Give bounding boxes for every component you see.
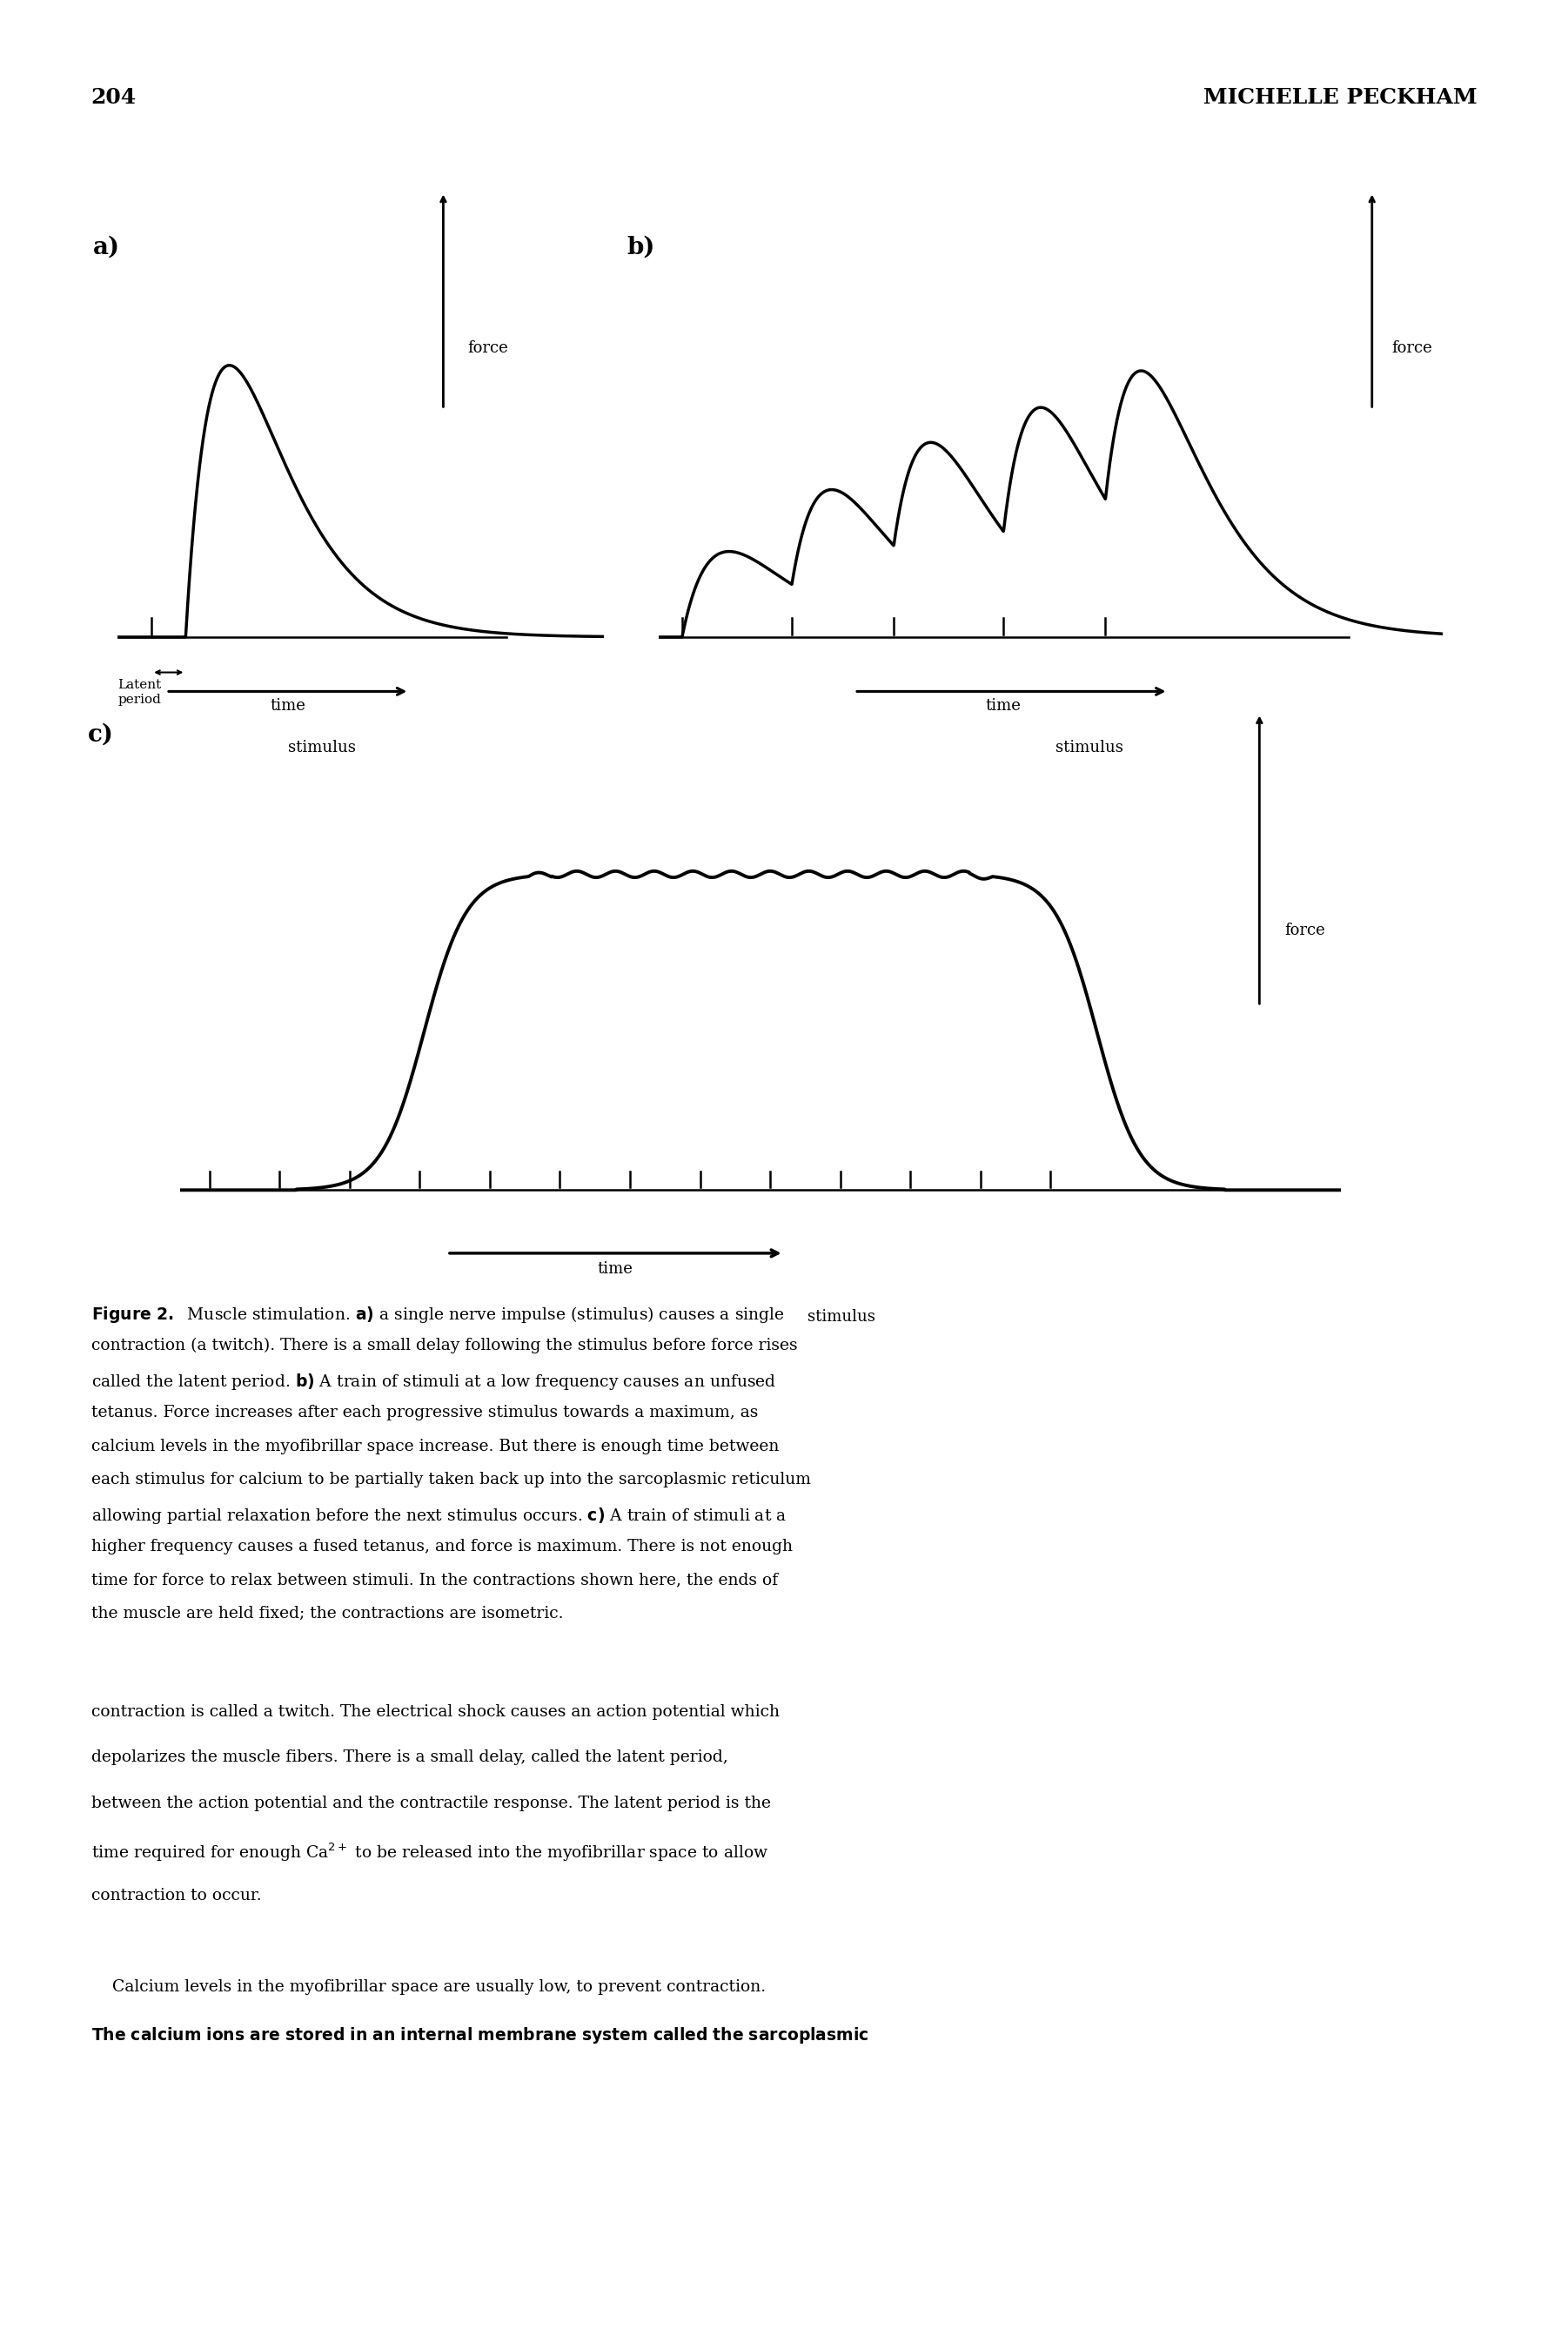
Text: stimulus: stimulus [808,1309,875,1325]
Text: contraction to occur.: contraction to occur. [91,1887,262,1904]
Text: force: force [467,341,508,357]
Text: higher frequency causes a fused tetanus, and force is maximum. There is not enou: higher frequency causes a fused tetanus,… [91,1539,792,1553]
Text: 204: 204 [91,87,136,108]
Text: contraction (a twitch). There is a small delay following the stimulus before for: contraction (a twitch). There is a small… [91,1337,797,1354]
Text: a): a) [94,235,121,258]
Text: time required for enough Ca$^{2+}$ to be released into the myofibrillar space to: time required for enough Ca$^{2+}$ to be… [91,1842,768,1864]
Text: time for force to relax between stimuli. In the contractions shown here, the end: time for force to relax between stimuli.… [91,1572,778,1589]
Text: MICHELLE PECKHAM: MICHELLE PECKHAM [1203,87,1477,108]
Text: time: time [597,1262,633,1276]
Text: Latent
period: Latent period [118,679,162,705]
Text: depolarizes the muscle fibers. There is a small delay, called the latent period,: depolarizes the muscle fibers. There is … [91,1751,728,1765]
Text: the muscle are held fixed; the contractions are isometric.: the muscle are held fixed; the contracti… [91,1605,563,1621]
Text: stimulus: stimulus [289,740,356,754]
Text: time: time [270,698,306,714]
Text: allowing partial relaxation before the next stimulus occurs. $\mathbf{c)}$ A tra: allowing partial relaxation before the n… [91,1506,786,1525]
Text: force: force [1392,341,1432,357]
Text: force: force [1284,924,1325,938]
Text: calcium levels in the myofibrillar space increase. But there is enough time betw: calcium levels in the myofibrillar space… [91,1438,779,1455]
Text: $\mathbf{The\ calcium\ ions\ are\ stored\ in\ an\ internal\ membrane\ system\ ca: $\mathbf{The\ calcium\ ions\ are\ stored… [91,2026,869,2044]
Text: each stimulus for calcium to be partially taken back up into the sarcoplasmic re: each stimulus for calcium to be partiall… [91,1471,811,1488]
Text: Calcium levels in the myofibrillar space are usually low, to prevent contraction: Calcium levels in the myofibrillar space… [91,1979,765,1995]
Text: stimulus: stimulus [1055,740,1124,754]
Text: $\mathbf{Figure\ 2.}$  Muscle stimulation. $\mathbf{a)}$ a single nerve impulse : $\mathbf{Figure\ 2.}$ Muscle stimulation… [91,1304,784,1325]
Text: contraction is called a twitch. The electrical shock causes an action potential : contraction is called a twitch. The elec… [91,1704,779,1720]
Text: called the latent period. $\mathbf{b)}$ A train of stimuli at a low frequency ca: called the latent period. $\mathbf{b)}$ … [91,1372,776,1391]
Text: c): c) [88,724,113,747]
Text: between the action potential and the contractile response. The latent period is : between the action potential and the con… [91,1795,770,1812]
Text: tetanus. Force increases after each progressive stimulus towards a maximum, as: tetanus. Force increases after each prog… [91,1405,757,1419]
Text: b): b) [627,235,655,258]
Text: time: time [986,698,1021,714]
